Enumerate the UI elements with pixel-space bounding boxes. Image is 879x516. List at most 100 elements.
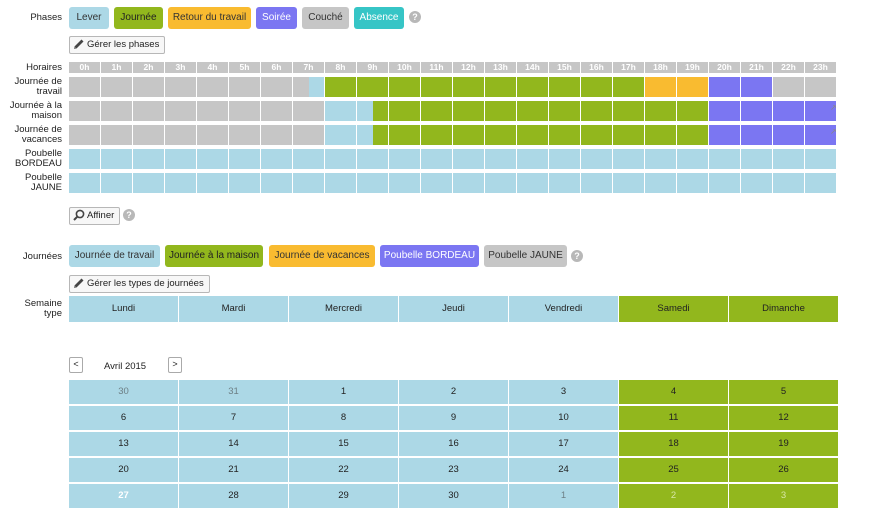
schedule-cell[interactable] <box>661 125 676 145</box>
schedule-cell[interactable] <box>373 101 388 121</box>
calendar-day[interactable]: 3 <box>509 380 618 404</box>
schedule-cell[interactable] <box>165 77 181 97</box>
calendar-day[interactable]: 23 <box>399 458 508 482</box>
schedule-cell[interactable] <box>389 149 405 169</box>
calendar-day[interactable]: 26 <box>729 458 838 482</box>
phases-help-icon[interactable]: ? <box>409 11 421 23</box>
schedule-cell[interactable] <box>197 173 213 193</box>
schedule-cell[interactable] <box>261 149 277 169</box>
schedule-cell[interactable] <box>629 173 644 193</box>
refine-button[interactable]: Affiner <box>69 207 121 225</box>
schedule-cell[interactable] <box>581 173 597 193</box>
calendar-day[interactable]: 2 <box>399 380 508 404</box>
schedule-cell[interactable] <box>741 173 757 193</box>
calendar-day[interactable]: 2 <box>619 484 728 508</box>
schedule-cell[interactable] <box>117 173 132 193</box>
schedule-cell[interactable] <box>741 125 757 145</box>
schedule-cell[interactable] <box>597 77 612 97</box>
schedule-cell[interactable] <box>613 125 629 145</box>
schedule-cell[interactable] <box>597 125 612 145</box>
schedule-cell[interactable] <box>453 125 469 145</box>
schedule-cell[interactable] <box>357 77 373 97</box>
schedule-cell[interactable] <box>389 101 405 121</box>
schedule-cell[interactable] <box>261 125 277 145</box>
schedule-cell[interactable] <box>101 125 117 145</box>
schedule-cell[interactable] <box>341 149 356 169</box>
schedule-cell[interactable] <box>309 77 324 97</box>
schedule-cell[interactable] <box>405 173 420 193</box>
schedule-cell[interactable] <box>357 101 373 121</box>
schedule-cell[interactable] <box>821 173 836 193</box>
schedule-cell[interactable] <box>485 149 501 169</box>
schedule-cell[interactable] <box>709 101 725 121</box>
schedule-cell[interactable] <box>309 149 324 169</box>
schedule-cell[interactable] <box>565 173 580 193</box>
schedule-cell[interactable] <box>165 101 181 121</box>
schedule-cell[interactable] <box>197 149 213 169</box>
schedule-cell[interactable] <box>453 101 469 121</box>
schedule-cell[interactable] <box>517 101 533 121</box>
schedule-cell[interactable] <box>757 173 772 193</box>
schedule-cell[interactable] <box>277 149 292 169</box>
schedule-cell[interactable] <box>661 77 676 97</box>
calendar-day[interactable]: 22 <box>289 458 398 482</box>
schedule-cell[interactable] <box>149 149 164 169</box>
schedule-cell[interactable] <box>517 77 533 97</box>
schedule-cell[interactable] <box>245 173 260 193</box>
schedule-cell[interactable] <box>213 149 228 169</box>
schedule-cell[interactable] <box>501 125 516 145</box>
calendar-day[interactable]: 3 <box>729 484 838 508</box>
row-resize-handle[interactable]: ↗ <box>830 127 837 136</box>
calendar-day[interactable]: 28 <box>179 484 288 508</box>
schedule-cell[interactable] <box>421 149 437 169</box>
schedule-cell[interactable] <box>405 77 420 97</box>
schedule-cell[interactable] <box>581 125 597 145</box>
schedule-cell[interactable] <box>549 101 565 121</box>
schedule-cell[interactable] <box>437 101 452 121</box>
schedule-cell[interactable] <box>613 77 629 97</box>
calendar-day[interactable]: 30 <box>69 380 178 404</box>
schedule-cell[interactable] <box>629 125 644 145</box>
schedule-cell[interactable] <box>805 101 821 121</box>
schedule-cell[interactable] <box>165 173 181 193</box>
day-type-chip[interactable]: Poubelle BORDEAU <box>380 245 479 267</box>
schedule-cell[interactable] <box>261 173 277 193</box>
schedule-cell[interactable] <box>629 77 644 97</box>
schedule-cell[interactable] <box>101 77 117 97</box>
schedule-cell[interactable] <box>245 101 260 121</box>
refine-help-icon[interactable]: ? <box>123 209 135 221</box>
schedule-cell[interactable] <box>725 125 740 145</box>
schedule-cell[interactable] <box>405 125 420 145</box>
phase-chip-retour[interactable]: Retour du travail <box>168 7 251 29</box>
schedule-cell[interactable] <box>389 125 405 145</box>
schedule-cell[interactable] <box>805 125 821 145</box>
schedule-cell[interactable] <box>693 173 708 193</box>
week-day-5[interactable]: Samedi <box>619 296 728 322</box>
schedule-cell[interactable] <box>453 77 469 97</box>
schedule-cell[interactable] <box>789 173 804 193</box>
schedule-cell[interactable] <box>821 77 836 97</box>
schedule-cell[interactable] <box>373 77 388 97</box>
schedule-cell[interactable] <box>805 149 821 169</box>
schedule-cell[interactable] <box>213 101 228 121</box>
calendar-day[interactable]: 16 <box>399 432 508 456</box>
calendar-day[interactable]: 8 <box>289 406 398 430</box>
schedule-cell[interactable] <box>597 101 612 121</box>
schedule-cell[interactable] <box>725 77 740 97</box>
calendar-day[interactable]: 5 <box>729 380 838 404</box>
schedule-cell[interactable] <box>469 77 484 97</box>
schedule-cell[interactable] <box>325 101 341 121</box>
schedule-cell[interactable] <box>693 149 708 169</box>
schedule-cell[interactable] <box>741 101 757 121</box>
schedule-cell[interactable] <box>421 173 437 193</box>
schedule-cell[interactable] <box>69 101 85 121</box>
schedule-cell[interactable] <box>501 149 516 169</box>
schedule-cell[interactable] <box>341 101 356 121</box>
day-type-chip[interactable]: Poubelle JAUNE <box>484 245 567 267</box>
schedule-cell[interactable] <box>549 77 565 97</box>
week-day-6[interactable]: Dimanche <box>729 296 838 322</box>
schedule-cell[interactable] <box>773 125 789 145</box>
schedule-cell[interactable] <box>229 149 245 169</box>
day-type-chip[interactable]: Journée de travail <box>69 245 160 267</box>
schedule-cell[interactable] <box>69 77 85 97</box>
